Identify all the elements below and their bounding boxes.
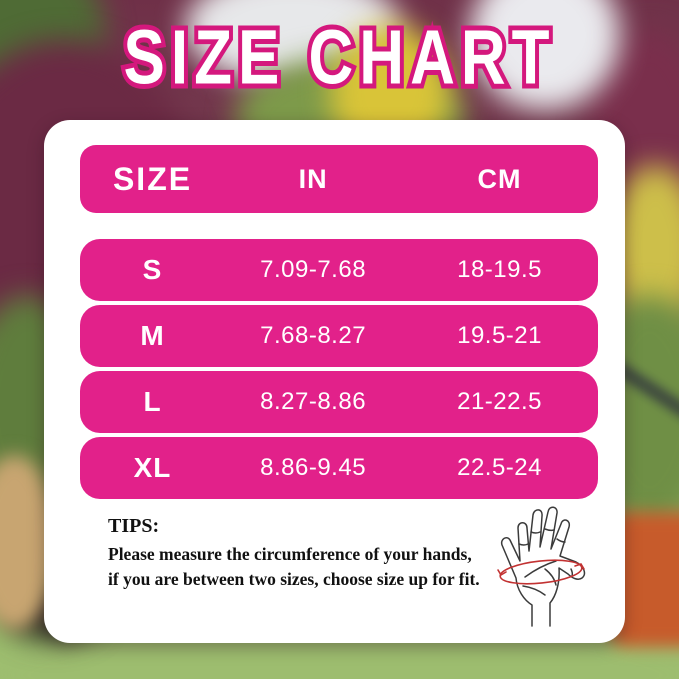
column-header-cm: CM (477, 163, 522, 194)
size-chart-card: SIZE IN CM S 7.09-7.68 18-19.5 M 7.68-8.… (44, 120, 625, 643)
cm-cell: 19.5-21 (457, 322, 542, 349)
table-row: L 8.27-8.86 21-22.5 (80, 371, 598, 433)
table-row: XL 8.86-9.45 22.5-24 (80, 437, 598, 499)
page-title: SIZE CHART (120, 10, 556, 105)
size-table: SIZE IN CM S 7.09-7.68 18-19.5 M 7.68-8.… (80, 145, 598, 499)
column-header-size: SIZE (112, 160, 193, 197)
in-cell: 7.68-8.27 (260, 322, 367, 349)
size-cell: L (143, 386, 162, 417)
cm-cell: 21-22.5 (457, 388, 542, 415)
cm-cell: 18-19.5 (457, 256, 542, 283)
tips-line-1: Please measure the circumference of your… (108, 544, 472, 564)
tips-section: TIPS: Please measure the circumference o… (108, 515, 488, 592)
size-cell: S (142, 254, 163, 285)
table-header-row: SIZE IN CM (80, 145, 598, 213)
cm-cell: 22.5-24 (457, 454, 542, 481)
in-cell: 8.86-9.45 (260, 454, 367, 481)
table-row: M 7.68-8.27 19.5-21 (80, 305, 598, 367)
tips-heading: TIPS: (108, 515, 160, 537)
column-header-in: IN (298, 163, 328, 194)
size-cell: XL (133, 452, 172, 483)
in-cell: 7.09-7.68 (260, 256, 367, 283)
table-body: S 7.09-7.68 18-19.5 M 7.68-8.27 19.5-21 … (80, 239, 598, 499)
tips-line-2: if you are between two sizes, choose siz… (108, 568, 480, 589)
in-cell: 8.27-8.86 (260, 388, 367, 415)
size-cell: M (140, 320, 165, 351)
table-row: S 7.09-7.68 18-19.5 (80, 239, 598, 301)
hand-measure-icon (497, 506, 586, 627)
